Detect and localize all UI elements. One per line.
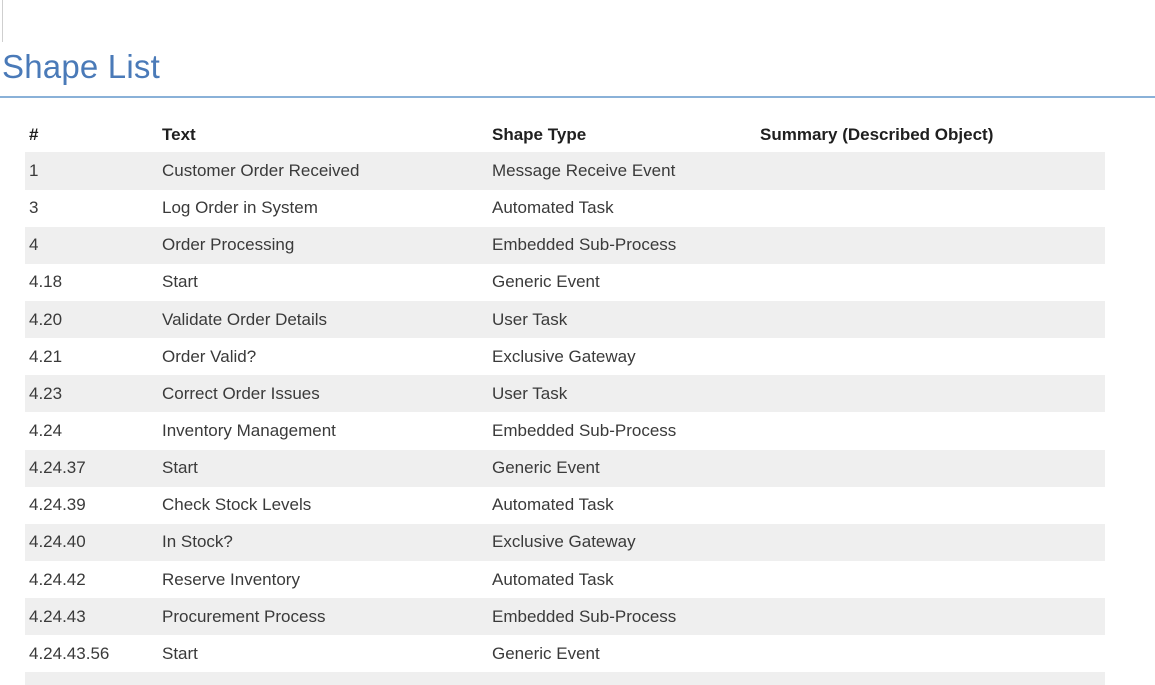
cell-shape-type: Embedded Sub-Process (492, 606, 677, 626)
cell-text: Order Valid? (162, 346, 257, 366)
cell-number: 4.18 (29, 272, 63, 292)
cell-text: Procurement Process (162, 606, 326, 626)
table-row: 4.24.40 In Stock? Exclusive Gateway (25, 523, 1105, 561)
table-header-row: # Text Shape Type Summary (Described Obj… (25, 117, 1105, 152)
table-row: 3 Log Order in System Automated Task (25, 190, 1105, 227)
cell-text: In Stock? (162, 532, 233, 552)
table-row: 4.24.43.56 Start Generic Event (25, 635, 1105, 672)
cell-shape-type: User Task (492, 383, 568, 403)
table-row: 4.24 Inventory Management Embedded Sub-P… (25, 412, 1105, 449)
table-row: 4.24.43 Procurement Process Embedded Sub… (25, 598, 1105, 636)
table-row: 4.20 Validate Order Details User Task (25, 300, 1105, 339)
table-row: 4.23 Correct Order Issues User Task (25, 375, 1105, 413)
cell-shape-type: Embedded Sub-Process (492, 420, 677, 440)
cell-text: Order Processing (162, 235, 295, 255)
cell-number: 3 (29, 198, 39, 218)
cell-number: 4.20 (29, 309, 63, 329)
shape-list-table: # Text Shape Type Summary (Described Obj… (25, 117, 1105, 685)
cell-shape-type: Generic Event (492, 643, 600, 663)
column-header-shape-type: Shape Type (492, 124, 587, 144)
page-title: Shape List (2, 48, 160, 85)
cell-number: 1 (29, 160, 39, 180)
cell-shape-type: Exclusive Gateway (492, 346, 636, 366)
cell-shape-type: Automated Task (492, 569, 614, 589)
cell-number: 4.24.37 (29, 458, 86, 478)
table-row: 4.21 Order Valid? Exclusive Gateway (25, 338, 1105, 375)
cell-shape-type: Message Receive Event (492, 160, 676, 180)
cell-shape-type: Automated Task (492, 495, 614, 515)
column-header-text: Text (162, 124, 196, 144)
title-underline-rule (0, 96, 1155, 98)
table-row: 4.24.42 Reserve Inventory Automated Task (25, 561, 1105, 598)
cell-number: 4.24.39 (29, 495, 86, 515)
cell-shape-type: Automated Task (492, 198, 614, 218)
partial-next-row (25, 672, 1105, 685)
table-row: 4.24.39 Check Stock Levels Automated Tas… (25, 487, 1105, 524)
cell-shape-type: Generic Event (492, 458, 600, 478)
cell-shape-type: Embedded Sub-Process (492, 235, 677, 255)
cell-text: Start (162, 643, 198, 663)
column-header-summary: Summary (Described Object) (760, 124, 994, 144)
cell-number: 4.21 (29, 346, 63, 366)
cell-text: Reserve Inventory (162, 569, 300, 589)
table-body: 1 Customer Order Received Message Receiv… (25, 152, 1105, 672)
cell-number: 4.24.43.56 (29, 643, 110, 663)
cell-text: Validate Order Details (162, 309, 328, 329)
column-header-number: # (29, 124, 39, 144)
cell-text: Customer Order Received (162, 160, 360, 180)
cell-number: 4.24.42 (29, 569, 86, 589)
cell-shape-type: Generic Event (492, 272, 600, 292)
table-row: 4 Order Processing Embedded Sub-Process (25, 226, 1105, 264)
cell-text: Start (162, 458, 198, 478)
cell-shape-type: Exclusive Gateway (492, 532, 636, 552)
table-row: 1 Customer Order Received Message Receiv… (25, 152, 1105, 190)
cell-number: 4.24.43 (29, 606, 86, 626)
cell-text: Inventory Management (162, 420, 336, 440)
cell-text: Start (162, 272, 198, 292)
cell-shape-type: User Task (492, 309, 568, 329)
cell-text: Check Stock Levels (162, 495, 312, 515)
table-row: 4.24.37 Start Generic Event (25, 449, 1105, 487)
cell-text: Correct Order Issues (162, 383, 320, 403)
cell-number: 4 (29, 235, 39, 255)
window-edge-artifact (2, 0, 3, 42)
cell-number: 4.24 (29, 420, 63, 440)
cell-number: 4.23 (29, 383, 63, 403)
cell-number: 4.24.40 (29, 532, 86, 552)
cell-text: Log Order in System (162, 198, 318, 218)
table-row: 4.18 Start Generic Event (25, 264, 1105, 301)
